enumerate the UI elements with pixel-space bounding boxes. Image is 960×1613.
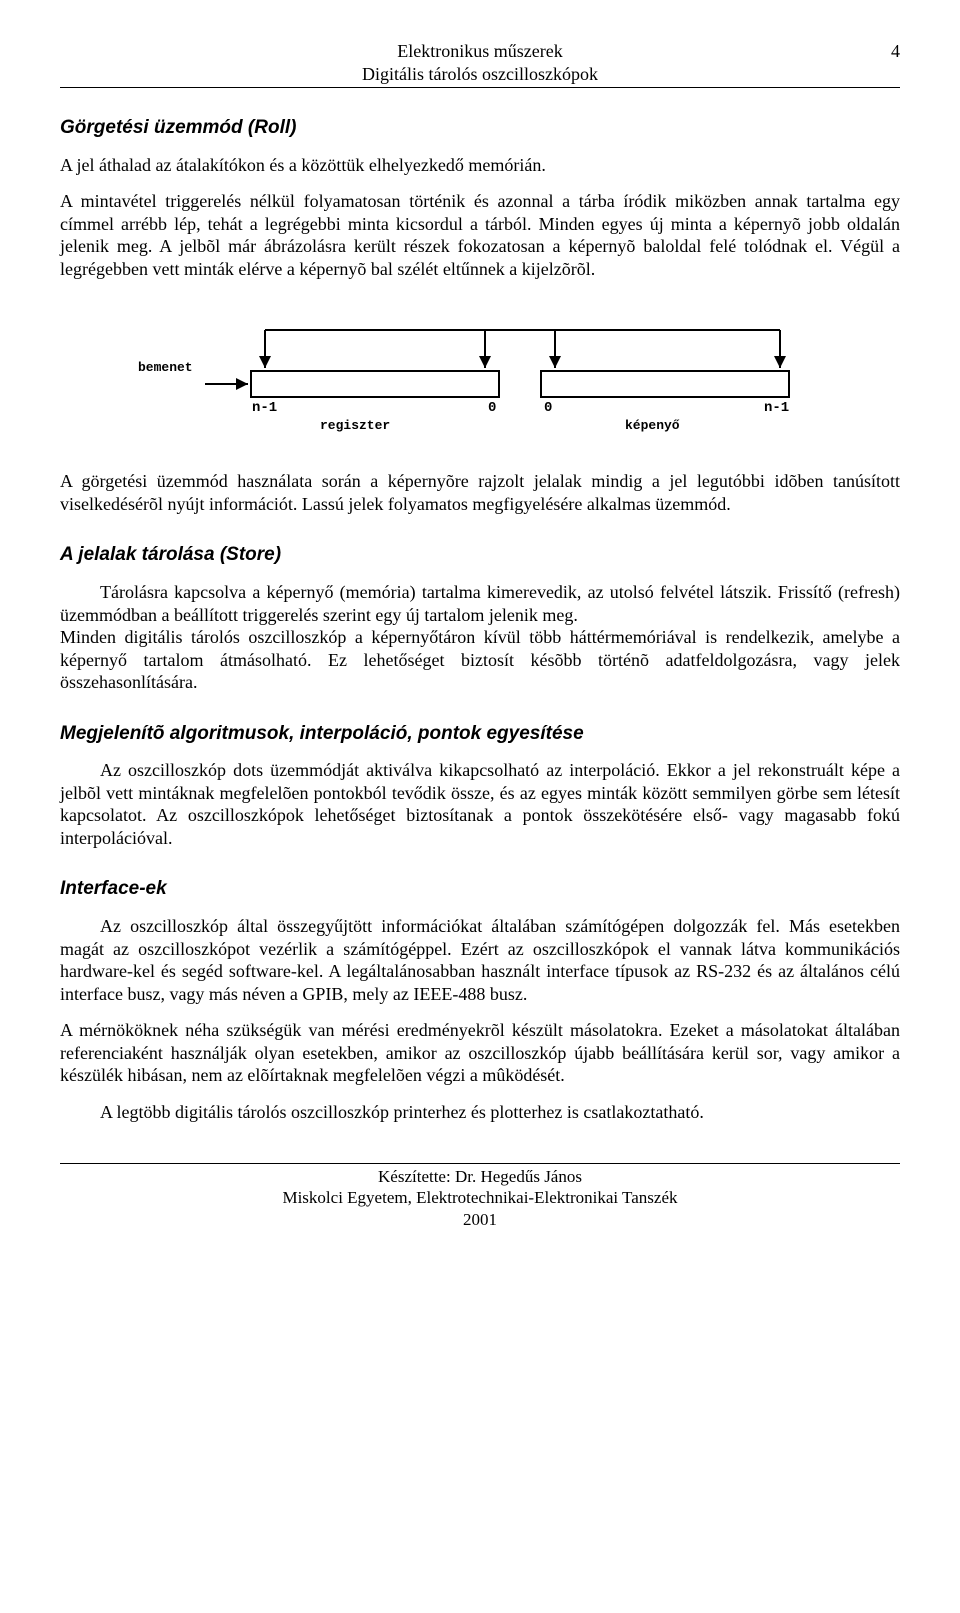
heading-store: A jelalak tárolása (Store) <box>60 543 900 567</box>
roll-diagram: bemenet n-1 0 0 n-1 regiszter képenyő <box>120 310 840 440</box>
label-zero-right1: 0 <box>488 400 496 418</box>
para-iface-3: A legtöbb digitális tárolós oszcilloszkó… <box>60 1101 900 1124</box>
header-line-2: Digitális tárolós oszcilloszkópok <box>60 63 900 86</box>
diagram-box-regiszter <box>250 370 500 398</box>
para-store-1: Tárolásra kapcsolva a képernyő (memória)… <box>60 581 900 626</box>
page-number: 4 <box>891 40 900 63</box>
para-iface-1: Az oszcilloszkóp által összegyűjtött inf… <box>60 915 900 1005</box>
para-store-2: Minden digitális tárolós oszcilloszkóp a… <box>60 626 900 694</box>
footer-line-1: Készítette: Dr. Hegedűs János <box>60 1166 900 1187</box>
para-interp-1: Az oszcilloszkóp dots üzemmódját aktivál… <box>60 759 900 849</box>
diagram-box-kepenyo <box>540 370 790 398</box>
heading-roll: Görgetési üzemmód (Roll) <box>60 116 900 140</box>
para-roll-2: A mintavétel triggerelés nélkül folyamat… <box>60 190 900 280</box>
page-footer: Készítette: Dr. Hegedűs János Miskolci E… <box>60 1163 900 1230</box>
footer-line-3: 2001 <box>60 1209 900 1230</box>
page-header: 4 Elektronikus műszerek Digitális tároló… <box>60 40 900 88</box>
label-kepenyo: képenyő <box>625 418 680 434</box>
header-line-1: Elektronikus műszerek <box>60 40 900 63</box>
label-regiszter: regiszter <box>320 418 390 434</box>
label-bemenet: bemenet <box>138 360 193 376</box>
heading-iface: Interface-ek <box>60 877 900 901</box>
footer-line-2: Miskolci Egyetem, Elektrotechnikai-Elekt… <box>60 1187 900 1208</box>
label-n1-left: n-1 <box>252 400 277 418</box>
para-roll-1: A jel áthalad az átalakítókon és a közöt… <box>60 154 900 177</box>
label-n1-right: n-1 <box>764 400 789 418</box>
heading-interp: Megjelenítõ algoritmusok, interpoláció, … <box>60 722 900 746</box>
para-iface-2: A mérnököknek néha szükségük van mérési … <box>60 1019 900 1087</box>
para-roll-3: A görgetési üzemmód használata során a k… <box>60 470 900 515</box>
label-zero-left2: 0 <box>544 400 552 418</box>
